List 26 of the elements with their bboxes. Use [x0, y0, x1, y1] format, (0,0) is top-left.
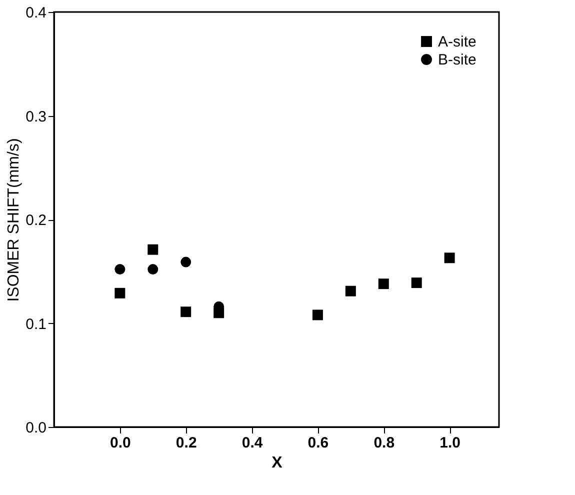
legend-label: B-site [438, 52, 476, 68]
x-tick-label: 0.2 [176, 434, 197, 452]
x-tick-label: 0.0 [110, 434, 131, 452]
y-tick-label: 0.1 [26, 316, 46, 333]
point [312, 310, 323, 320]
y-axis-title: ISOMER SHIFT(mm/s) [6, 138, 23, 302]
y-tick-label: 0.3 [26, 108, 46, 126]
y-tick-label: 0.2 [26, 212, 46, 229]
point [180, 306, 192, 318]
x-tick-label: 0.4 [242, 434, 264, 452]
point [345, 286, 356, 296]
point [180, 256, 192, 268]
point [114, 288, 126, 298]
x-tick-label: 0.8 [374, 434, 395, 452]
x-axis-title: X [272, 454, 283, 472]
x-tick-label: 0.6 [308, 434, 329, 452]
legend-label: A-site [438, 34, 476, 50]
point [411, 278, 422, 288]
y-tick-label: 0.4 [26, 4, 46, 22]
point [378, 278, 389, 290]
point [444, 252, 455, 264]
y-tick-label: 0.0 [26, 420, 46, 436]
x-tick-label: 1.0 [440, 434, 460, 452]
point [148, 264, 158, 275]
point [114, 264, 126, 275]
point [148, 244, 158, 255]
